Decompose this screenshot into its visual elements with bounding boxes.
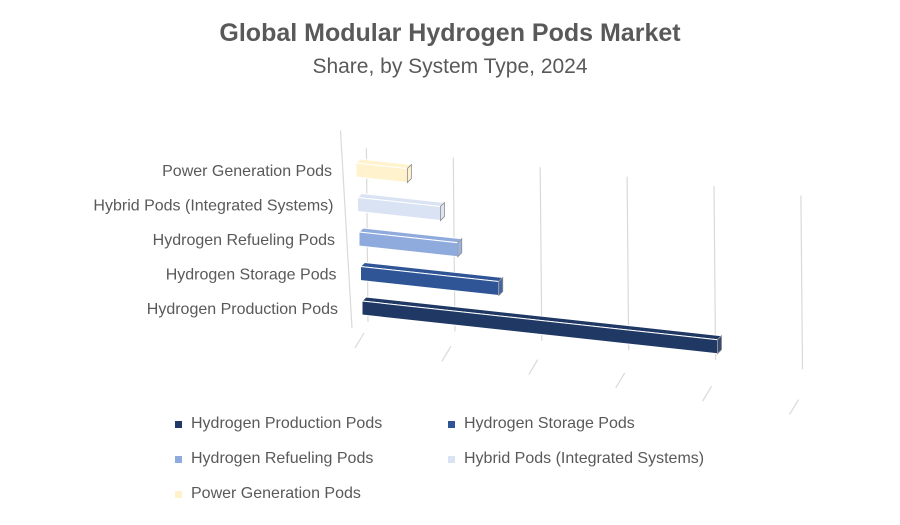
legend-swatch [448,420,455,428]
chart-title: Global Modular Hydrogen Pods Market [219,19,681,47]
bar-end-power-generation-pods [406,163,412,184]
tick-label-hydrogen-production-pods: Hydrogen Production Pods [147,301,338,318]
gridline [713,186,717,360]
legend-label: Hydrogen Production Pods [191,415,383,432]
legend-item-hydrogen-refueling-pods: Hydrogen Refueling Pods [175,450,373,468]
floor-gridline [441,346,452,362]
legend-item-power-generation-pods: Power Generation Pods [175,485,361,503]
category-axis [339,130,353,329]
bar-end-hydrogen-refueling-pods [457,237,463,258]
legend-item-hydrogen-storage-pods: Hydrogen Storage Pods [448,415,635,433]
legend-item-hydrogen-production-pods: Hydrogen Production Pods [175,415,382,433]
bar-end-hybrid-pods-integrated-systems [440,201,445,222]
legend-swatch [175,455,182,463]
tick-label-hydrogen-storage-pods: Hydrogen Storage Pods [166,267,337,284]
legend-swatch [175,490,182,498]
legend-item-hybrid-pods-integrated-systems: Hybrid Pods (Integrated Systems) [448,450,704,468]
bar-end-hydrogen-production-pods [717,334,722,355]
chart-subtitle: Share, by System Type, 2024 [312,55,588,78]
floor-gridline [615,372,626,389]
floor-gridline [788,399,800,415]
tick-label-power-generation-pods: Power Generation Pods [162,163,332,180]
gridline [539,167,543,341]
gridline [626,176,630,351]
legend-swatch [175,420,182,428]
legend-label: Hybrid Pods (Integrated Systems) [464,450,705,467]
gridline [800,195,804,370]
bar-end-hydrogen-storage-pods [498,276,504,297]
legend-label: Hydrogen Refueling Pods [191,450,374,467]
floor-gridline [354,332,365,349]
floor-gridline [528,359,539,375]
tick-label-hydrogen-refueling-pods: Hydrogen Refueling Pods [153,232,335,249]
legend-swatch [448,455,455,463]
bar-hydrogen-production-pods [361,300,718,355]
floor-gridline [702,385,713,402]
legend-label: Hydrogen Storage Pods [464,415,635,432]
legend-label: Power Generation Pods [191,485,361,502]
tick-label-hybrid-pods-integrated-systems: Hybrid Pods (Integrated Systems) [93,198,333,215]
